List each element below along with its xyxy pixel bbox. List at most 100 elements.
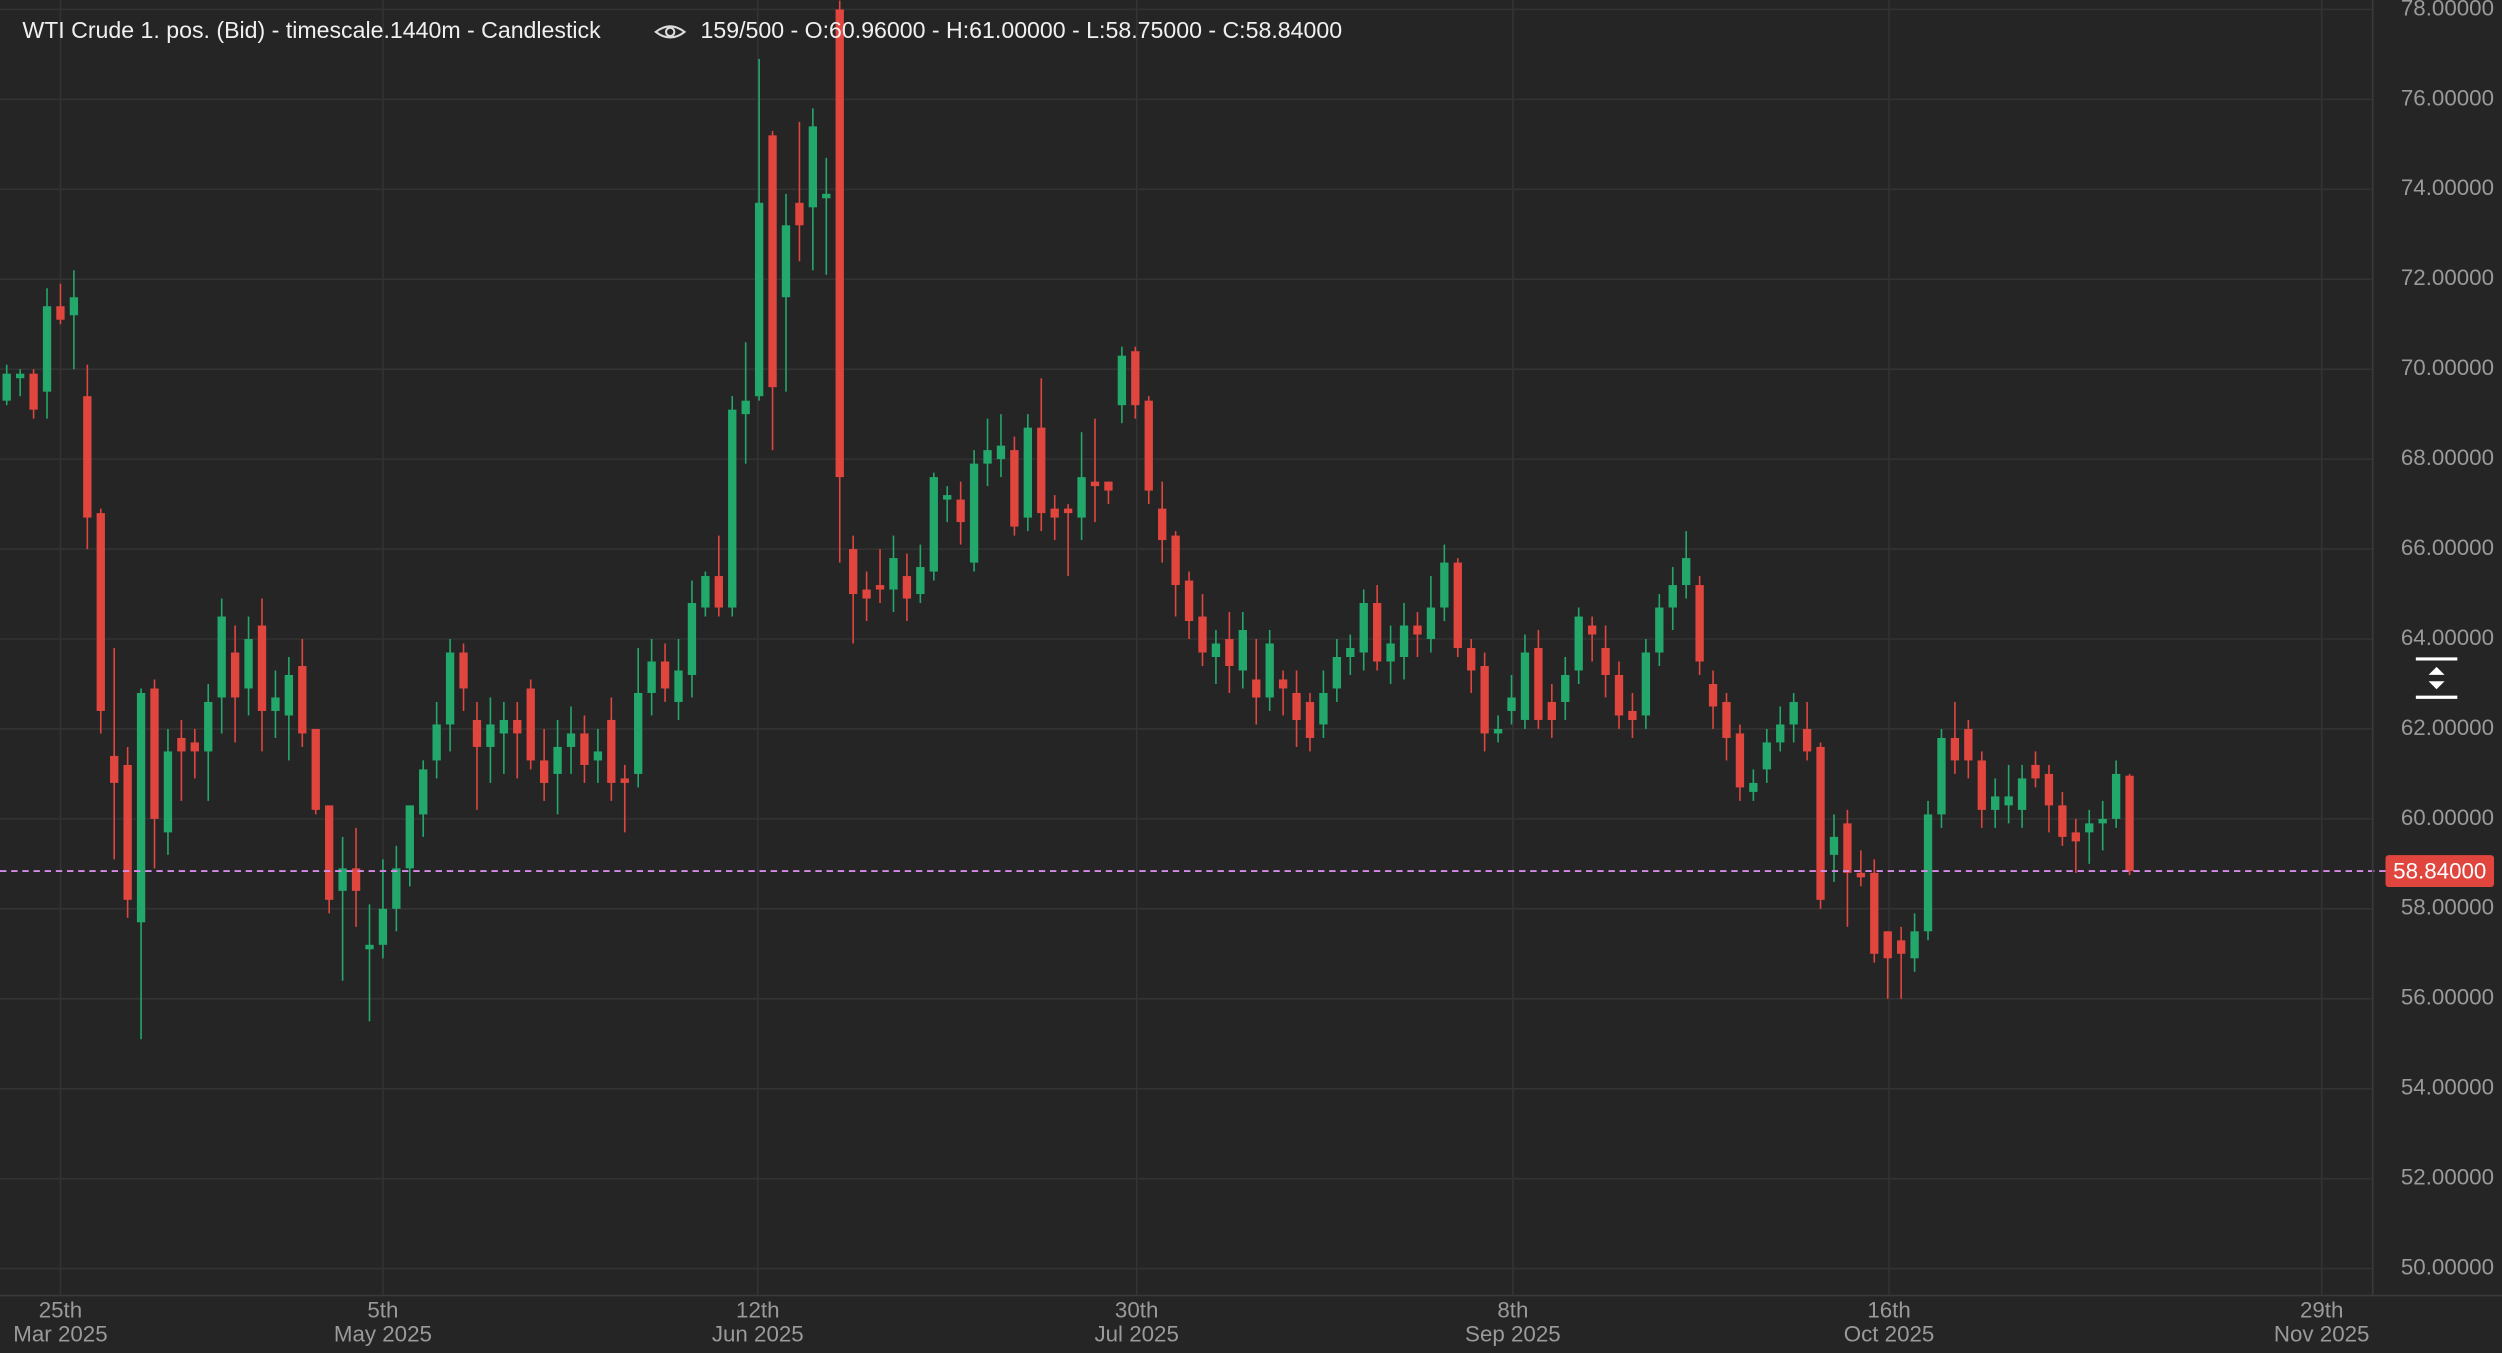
candle-body — [1628, 710, 1637, 720]
candle-body — [647, 661, 656, 693]
y-tick-label: 58.00000 — [2401, 895, 2494, 920]
candle-body — [1641, 652, 1651, 716]
candle-body — [634, 692, 643, 774]
y-tick-label: 66.00000 — [2401, 535, 2494, 560]
candle-body — [2, 373, 11, 401]
candle-body — [1063, 508, 1073, 514]
candle-body — [69, 297, 79, 316]
candle-body — [593, 751, 603, 761]
candle-body — [1426, 607, 1436, 640]
candle-body — [405, 805, 414, 869]
candle-body — [1346, 648, 1355, 657]
candle-body — [728, 409, 737, 608]
y-tick-label: 64.00000 — [2401, 625, 2494, 650]
candle-body — [378, 908, 388, 945]
candle-body — [2085, 823, 2094, 833]
candle-body — [2071, 832, 2080, 842]
candle-body — [1977, 760, 1986, 810]
last-price-badge — [2385, 855, 2495, 888]
y-tick-label: 56.00000 — [2401, 985, 2494, 1010]
candle-body — [1762, 742, 1771, 770]
candle-body — [96, 513, 105, 711]
candle-body — [526, 688, 535, 761]
candle-body — [2111, 773, 2121, 819]
visibility-icon[interactable] — [654, 25, 687, 39]
candle-body — [1386, 643, 1395, 662]
candle-body — [620, 778, 629, 783]
y-tick-label: 54.00000 — [2401, 1075, 2494, 1100]
grid — [0, 0, 2373, 1296]
candle-body — [1278, 679, 1288, 689]
candle-body — [1117, 355, 1127, 406]
candle-body — [472, 719, 482, 747]
candle-body — [1534, 648, 1543, 720]
x-tick-label: 25th — [39, 1297, 82, 1322]
x-tick-label: 29th — [2300, 1297, 2343, 1322]
x-tick-label: 5th — [367, 1297, 398, 1322]
candle-body — [795, 202, 804, 226]
candle-body — [607, 719, 616, 783]
candle-body — [1131, 351, 1140, 406]
candle-body — [1587, 625, 1597, 635]
candle-body — [956, 499, 965, 523]
candle-body — [1077, 477, 1086, 518]
candle-body — [2044, 773, 2054, 806]
y-tick-label: 74.00000 — [2401, 175, 2494, 200]
candle-body — [768, 135, 777, 388]
candle-body — [996, 445, 1006, 460]
candle-body — [969, 463, 979, 563]
candle-body — [714, 576, 723, 608]
candle-body — [1896, 940, 1906, 954]
x-tick-label: 30th — [1115, 1297, 1158, 1322]
candle-body — [1399, 625, 1409, 657]
candle-body — [1561, 674, 1570, 702]
candle-body — [849, 549, 858, 595]
candle-body — [1225, 639, 1234, 666]
last-price-label: 58.84000 — [2393, 859, 2486, 884]
candle-body — [1238, 630, 1247, 671]
candle-body — [1547, 701, 1556, 720]
y-tick-label: 76.00000 — [2401, 85, 2494, 110]
candle-body — [889, 558, 898, 590]
candle-body — [875, 585, 885, 590]
candle-body — [835, 9, 844, 478]
candle-body — [2004, 796, 2013, 806]
candle-body — [741, 400, 750, 415]
y-tick-label: 62.00000 — [2401, 715, 2494, 740]
x-tick-sublabel: Mar 2025 — [13, 1321, 107, 1346]
candle-body — [1158, 508, 1167, 541]
candle-body — [1440, 562, 1449, 608]
scale-toggle[interactable] — [2415, 657, 2458, 699]
candle-body — [499, 719, 509, 734]
x-tick-sublabel: Oct 2025 — [1844, 1321, 1935, 1346]
candle-body — [513, 719, 522, 734]
candle-body — [136, 692, 146, 923]
candle-body — [781, 225, 791, 298]
candle-body — [1211, 643, 1221, 657]
candle-body — [1856, 872, 1866, 878]
candle-body — [1050, 508, 1059, 518]
candle-body — [1829, 836, 1839, 855]
candle-body — [1937, 737, 1946, 815]
candle-body — [916, 567, 925, 595]
x-tick-label: 12th — [736, 1297, 779, 1322]
candle-body — [392, 868, 401, 909]
candle-body — [1735, 733, 1745, 788]
x-tick-sublabel: Nov 2025 — [2274, 1321, 2370, 1346]
candle-body — [1104, 481, 1113, 491]
candle-body — [1252, 679, 1261, 698]
candle-body — [1802, 728, 1812, 752]
candle-body — [566, 733, 576, 747]
candle-body — [701, 576, 710, 608]
candle-body — [1682, 558, 1691, 586]
candle-body — [15, 373, 25, 379]
candle-body — [2017, 778, 2027, 810]
candle-body — [1305, 701, 1315, 738]
candle-body — [1614, 674, 1624, 716]
x-tick-sublabel: Jun 2025 — [712, 1321, 804, 1346]
candle-body — [123, 764, 132, 900]
y-tick-label: 68.00000 — [2401, 445, 2494, 470]
candle-body — [163, 751, 173, 833]
candles — [0, 0, 2386, 1040]
